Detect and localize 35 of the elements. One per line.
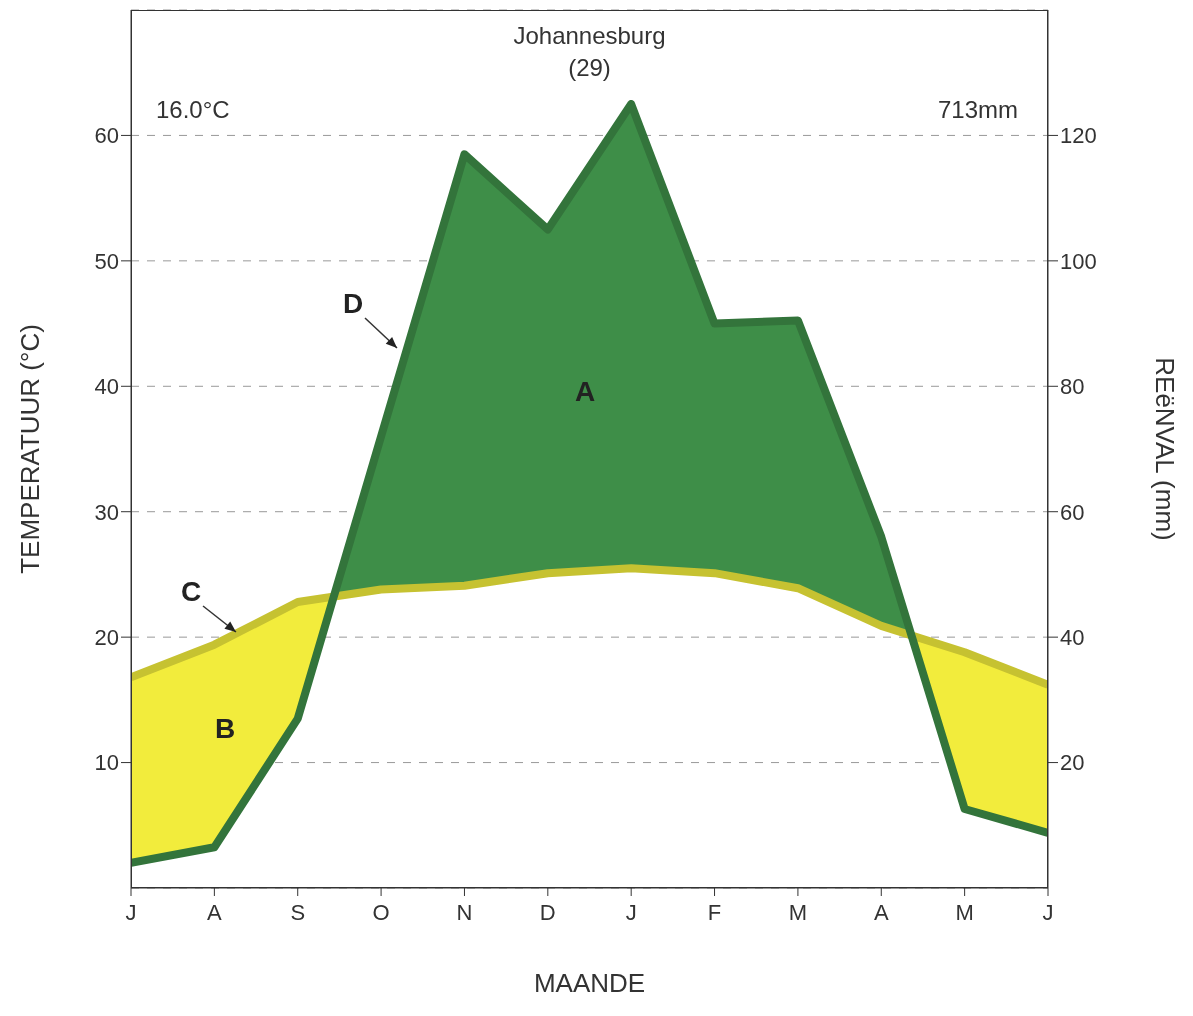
x-tick-label: D: [539, 899, 556, 925]
annotation: 713mm: [937, 96, 1018, 124]
y2-axis-title: REëNVAL (mm): [1149, 357, 1180, 541]
y2-tick-label: 40: [1060, 624, 1085, 650]
x-tick-label: S: [290, 899, 306, 925]
x-tick-label: J: [1042, 899, 1054, 925]
x-tick-label: J: [625, 899, 637, 925]
y-tick-label: 60: [94, 123, 119, 149]
x-tick-label: M: [955, 899, 974, 925]
y-tick-label: 30: [94, 499, 119, 525]
annotation: C: [180, 576, 202, 608]
annotation: D: [342, 288, 364, 320]
y2-tick-label: 120: [1060, 123, 1097, 149]
y-tick-label: 50: [94, 248, 119, 274]
y-tick-label: 20: [94, 624, 119, 650]
x-tick-label: N: [456, 899, 473, 925]
x-axis-title: MAANDE: [533, 968, 646, 998]
y-tick-label: 40: [94, 374, 119, 400]
text: Johannesburg: [512, 21, 667, 51]
x-tick-label: A: [873, 899, 889, 925]
y2-tick-label: 60: [1060, 499, 1085, 525]
y2-tick-label: 20: [1060, 750, 1085, 776]
annotation: 16.0°C: [156, 96, 230, 124]
y2-tick-label: 80: [1060, 374, 1085, 400]
y-tick-label: 10: [94, 750, 119, 776]
y-axis-title: TEMPERATUUR (°C): [15, 324, 46, 574]
y2-tick-label: 100: [1060, 248, 1097, 274]
annotation: A: [574, 376, 596, 408]
x-tick-label: J: [125, 899, 137, 925]
x-tick-label: O: [372, 899, 390, 925]
text: (29): [567, 53, 612, 83]
annotation: B: [214, 713, 236, 745]
x-tick-label: F: [707, 899, 722, 925]
x-tick-label: A: [207, 899, 223, 925]
x-tick-label: M: [788, 899, 808, 925]
